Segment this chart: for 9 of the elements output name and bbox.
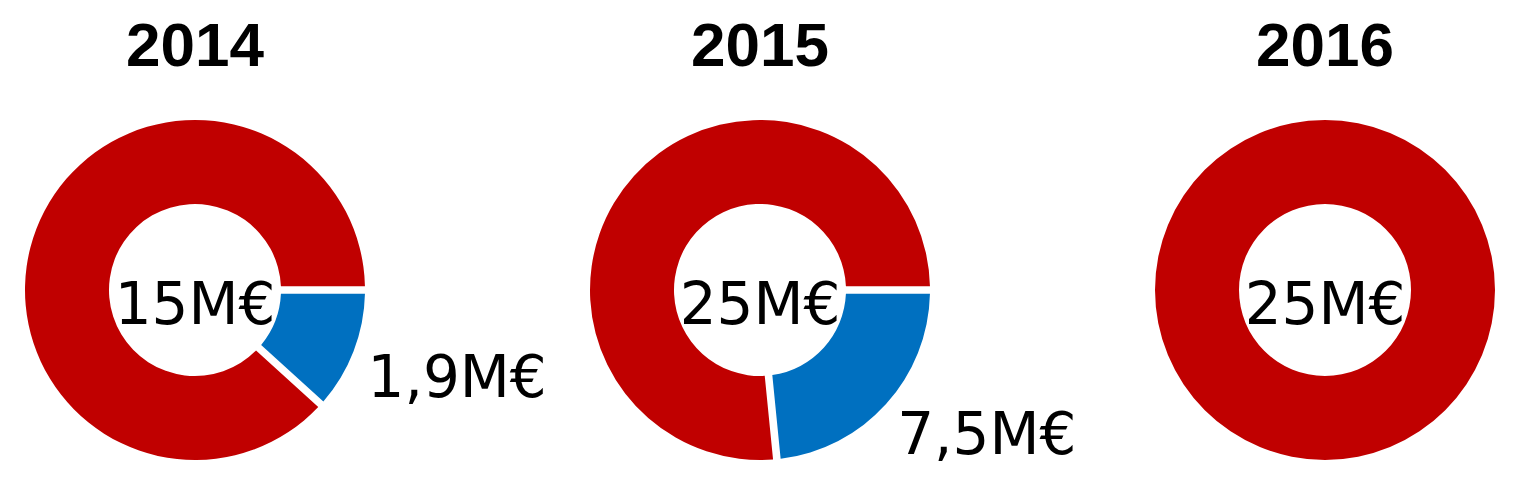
chart-title: 2015: [691, 10, 829, 79]
chart-title: 2014: [126, 10, 265, 79]
data-label: 25M€: [1244, 270, 1406, 338]
donut-slice: [25, 120, 365, 460]
data-label: 7,5M€: [897, 400, 1077, 469]
data-label: 1,9M€: [367, 342, 547, 411]
data-label: 15M€: [114, 270, 276, 338]
data-label: 25M€: [679, 270, 841, 338]
chart-title: 2016: [1256, 10, 1394, 79]
